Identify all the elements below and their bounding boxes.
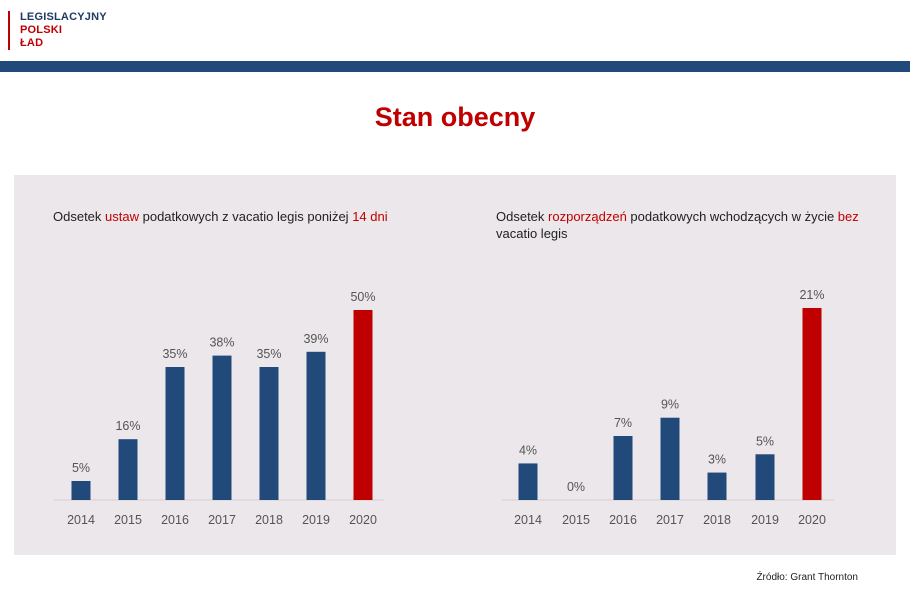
bar-2016 xyxy=(165,367,185,500)
chart-title-part: podatkowych z vacatio legis poniżej xyxy=(139,209,353,224)
tick-label-2017: 2017 xyxy=(208,513,236,527)
logo-line-1: LEGISLACYJNY xyxy=(20,11,107,23)
data-label-2018: 35% xyxy=(256,347,281,361)
charts-panel: Odsetek ustaw podatkowych z vacatio legi… xyxy=(14,175,896,555)
data-label-2016: 35% xyxy=(162,347,187,361)
chart-title-part: vacatio legis xyxy=(496,226,568,241)
source-note: Źródło: Grant Thornton xyxy=(756,572,858,583)
data-label-2015: 16% xyxy=(115,419,140,433)
tick-label-2020: 2020 xyxy=(349,513,377,527)
data-label-2020: 50% xyxy=(350,290,375,304)
chart-title-part: bez xyxy=(837,209,859,224)
tick-label-2019: 2019 xyxy=(302,513,330,527)
data-label-2017: 38% xyxy=(209,336,234,350)
logo-line-3: ŁAD xyxy=(20,37,44,49)
bar-2019 xyxy=(306,351,326,500)
logo-line-2: POLSKI xyxy=(20,24,63,36)
chart-title-part: Odsetek xyxy=(53,209,106,224)
tick-label-2016: 2016 xyxy=(161,513,189,527)
chart-title-part: Odsetek xyxy=(496,209,549,224)
chart-title-part: ustaw xyxy=(105,209,139,224)
bar-chart-laws: 5% 2014 16% 2015 35% 2016 38% 2017 35% 2018 39% 201… xyxy=(54,290,384,527)
bar-2014 xyxy=(71,481,91,500)
chart-title-regulations: Odsetek rozporządzeń podatkowych wchodzą… xyxy=(496,208,866,242)
logo: LEGISLACYJNY POLSKI ŁAD xyxy=(8,11,107,50)
bar-2015 xyxy=(118,439,138,500)
bar-2018 xyxy=(259,367,279,500)
data-label-2014: 5% xyxy=(72,461,90,475)
chart-title-part: podatkowych wchodzących w życie xyxy=(626,209,838,224)
tick-label-2014: 2014 xyxy=(67,513,95,527)
chart-title-part: 14 dni xyxy=(352,209,388,224)
header-bar xyxy=(0,61,910,72)
tick-label-2015: 2015 xyxy=(114,513,142,527)
chart-title-part: rozporządzeń xyxy=(548,209,627,224)
page-title: Stan obecny xyxy=(374,102,536,132)
bar-2020 xyxy=(353,310,373,500)
bar-2017 xyxy=(212,355,232,500)
data-label-2019: 39% xyxy=(303,332,328,346)
tick-label-2018: 2018 xyxy=(255,513,283,527)
chart-title-laws: Odsetek ustaw podatkowych z vacatio legi… xyxy=(53,208,433,225)
